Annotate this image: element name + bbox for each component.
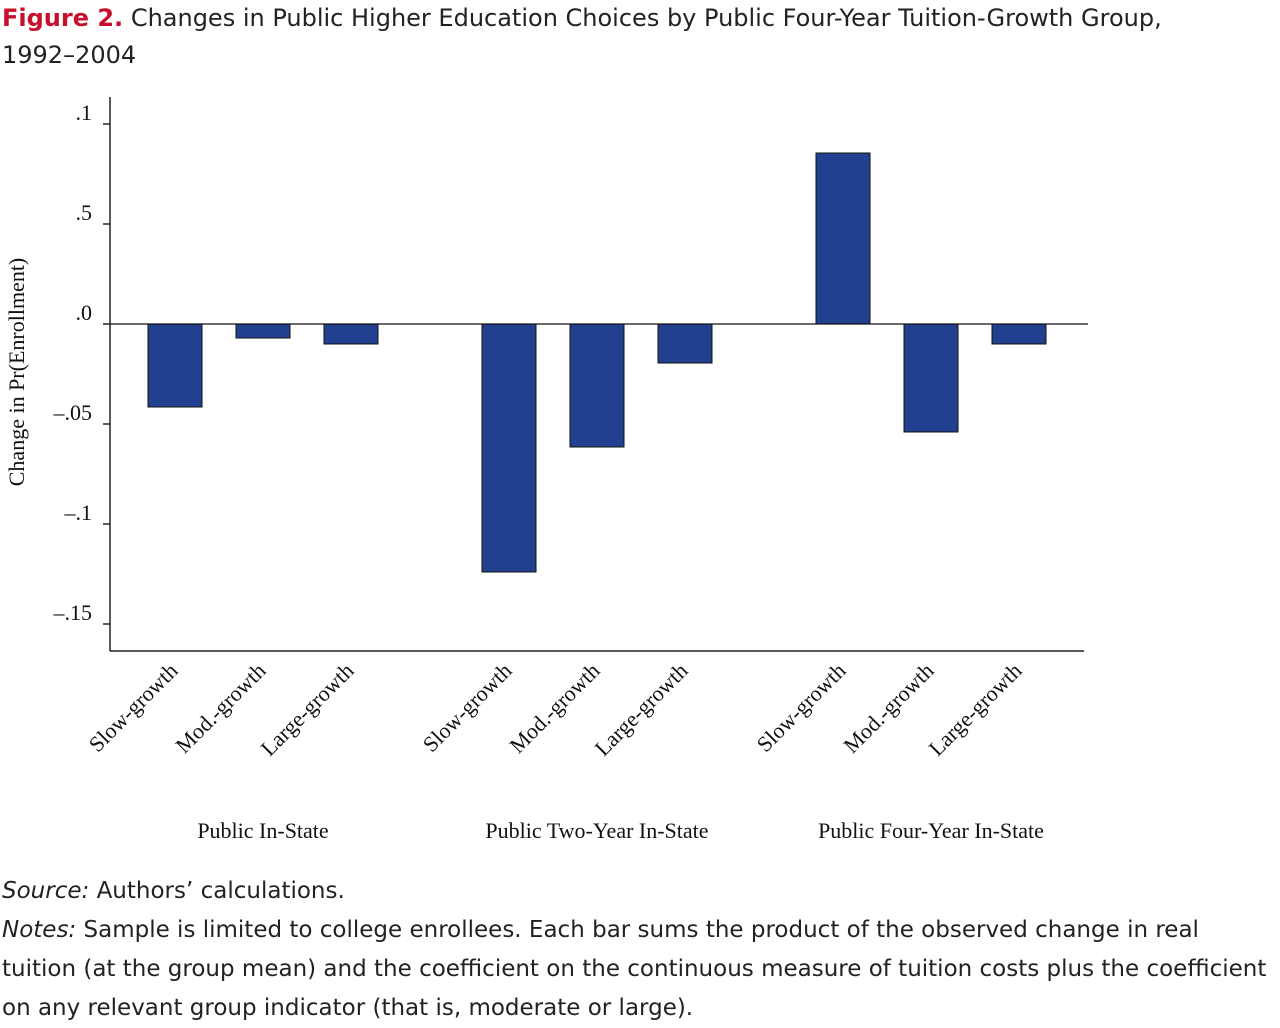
x-tick-label: Large-growth bbox=[256, 658, 359, 761]
x-tick-label: Large-growth bbox=[590, 658, 693, 761]
title-text: Changes in Public Higher Education Choic… bbox=[2, 4, 1162, 69]
bar bbox=[991, 323, 1047, 345]
y-tick-label: .1 bbox=[76, 100, 93, 125]
x-tick-label: Large-growth bbox=[924, 658, 1027, 761]
group-label: Public In-State bbox=[197, 818, 328, 843]
source: Source: Authors’ calculations. bbox=[2, 872, 1280, 911]
y-tick-label: .5 bbox=[76, 200, 93, 225]
y-tick-label: –.1 bbox=[64, 500, 93, 525]
bar bbox=[235, 323, 291, 339]
bar bbox=[657, 323, 713, 364]
x-tick-label: Slow-growth bbox=[752, 658, 851, 757]
notes-block: Source: Authors’ calculations. Notes: Sa… bbox=[2, 872, 1280, 1028]
notes-label: Notes: bbox=[2, 917, 77, 943]
group-label: Public Four-Year In-State bbox=[818, 818, 1044, 843]
notes-text: Sample is limited to college enrollees. … bbox=[2, 917, 1267, 1021]
notes: Notes: Sample is limited to college enro… bbox=[2, 911, 1280, 1028]
y-tick-label: –.15 bbox=[53, 600, 93, 625]
bar bbox=[815, 152, 871, 325]
source-text: Authors’ calculations. bbox=[96, 878, 345, 904]
group-label: Public Two-Year In-State bbox=[485, 818, 708, 843]
x-tick-label: Slow-growth bbox=[84, 658, 183, 757]
source-label: Source: bbox=[2, 878, 90, 904]
y-tick-label: .0 bbox=[76, 300, 93, 325]
bar bbox=[569, 323, 625, 448]
bar bbox=[481, 323, 537, 573]
chart-title: Figure 2. Changes in Public Higher Educa… bbox=[2, 0, 1242, 74]
figure-label: Figure 2. bbox=[2, 4, 124, 32]
bar bbox=[903, 323, 959, 433]
bar bbox=[147, 323, 203, 408]
x-tick-label: Slow-growth bbox=[418, 658, 517, 757]
y-tick-label: –.05 bbox=[53, 400, 93, 425]
bar bbox=[323, 323, 379, 345]
y-axis-label: Change in Pr(Enrollment) bbox=[4, 258, 29, 487]
